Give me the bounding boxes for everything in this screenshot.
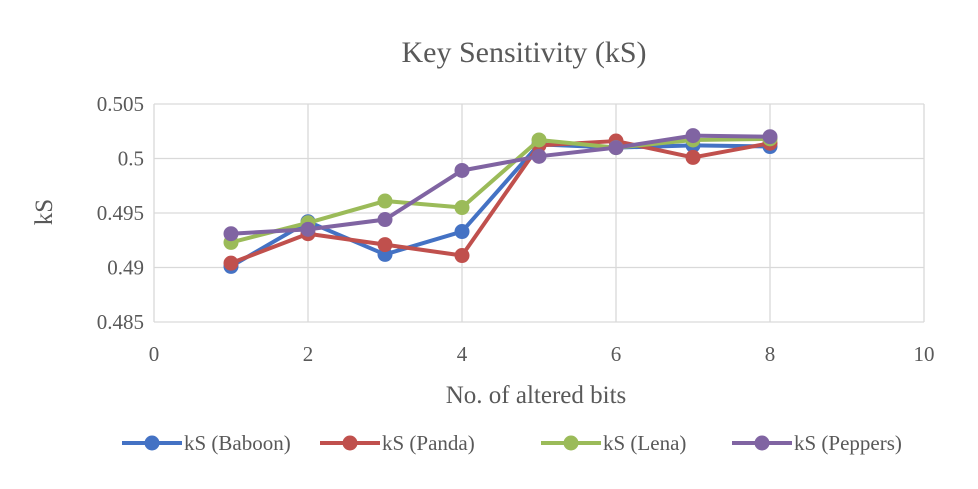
grid	[153, 103, 925, 323]
data-point	[454, 248, 470, 264]
data-point	[223, 255, 239, 271]
y-axis-title: kS	[31, 199, 58, 225]
data-point	[454, 200, 470, 216]
y-axis-ticks: 0.485 0.49 0.495 0.5 0.505	[97, 92, 144, 334]
data-point	[300, 221, 316, 237]
data-point	[454, 162, 470, 178]
x-axis-title: No. of altered bits	[446, 382, 627, 409]
x-tick-label: 6	[611, 342, 622, 366]
legend: kS (Baboon) kS (Panda) kS (Lena) kS (Pepper…	[122, 431, 902, 455]
legend-label: kS (Lena)	[603, 431, 686, 455]
legend-label: kS (Panda)	[382, 431, 475, 455]
legend-label: kS (Peppers)	[794, 431, 902, 455]
legend-item: kS (Peppers)	[732, 431, 902, 455]
legend-item: kS (Lena)	[541, 431, 686, 455]
data-point	[531, 132, 547, 148]
series	[223, 128, 778, 274]
x-tick-label: 4	[457, 342, 468, 366]
series-ks-panda	[223, 133, 778, 271]
y-tick-label: 0.505	[97, 92, 144, 116]
legend-marker	[563, 435, 579, 451]
legend-marker	[342, 435, 358, 451]
data-point	[762, 129, 778, 145]
series-line	[230, 136, 771, 245]
data-point	[377, 193, 393, 209]
legend-label: kS (Baboon)	[184, 431, 291, 455]
data-point	[685, 149, 701, 165]
legend-marker	[754, 435, 770, 451]
x-tick-label: 8	[765, 342, 776, 366]
x-axis-ticks: 0 2 4 6 8 10	[149, 342, 935, 366]
x-tick-label: 10	[914, 342, 935, 366]
y-tick-label: 0.495	[97, 201, 144, 225]
x-tick-label: 0	[149, 342, 160, 366]
data-point	[377, 237, 393, 253]
y-tick-label: 0.49	[107, 256, 144, 280]
series-line	[230, 139, 771, 266]
legend-item: kS (Baboon)	[122, 431, 291, 455]
series-line	[230, 133, 771, 236]
y-tick-label: 0.485	[97, 310, 144, 334]
y-tick-label: 0.5	[118, 147, 144, 171]
data-point	[531, 148, 547, 164]
data-point	[377, 212, 393, 228]
data-point	[608, 140, 624, 156]
data-point	[454, 224, 470, 240]
chart-title: Key Sensitivity (kS)	[402, 36, 647, 69]
data-point	[223, 226, 239, 242]
data-point	[685, 128, 701, 144]
x-tick-label: 2	[303, 342, 314, 366]
legend-marker	[144, 435, 160, 451]
series-ks-peppers	[223, 128, 778, 242]
legend-item: kS (Panda)	[320, 431, 475, 455]
